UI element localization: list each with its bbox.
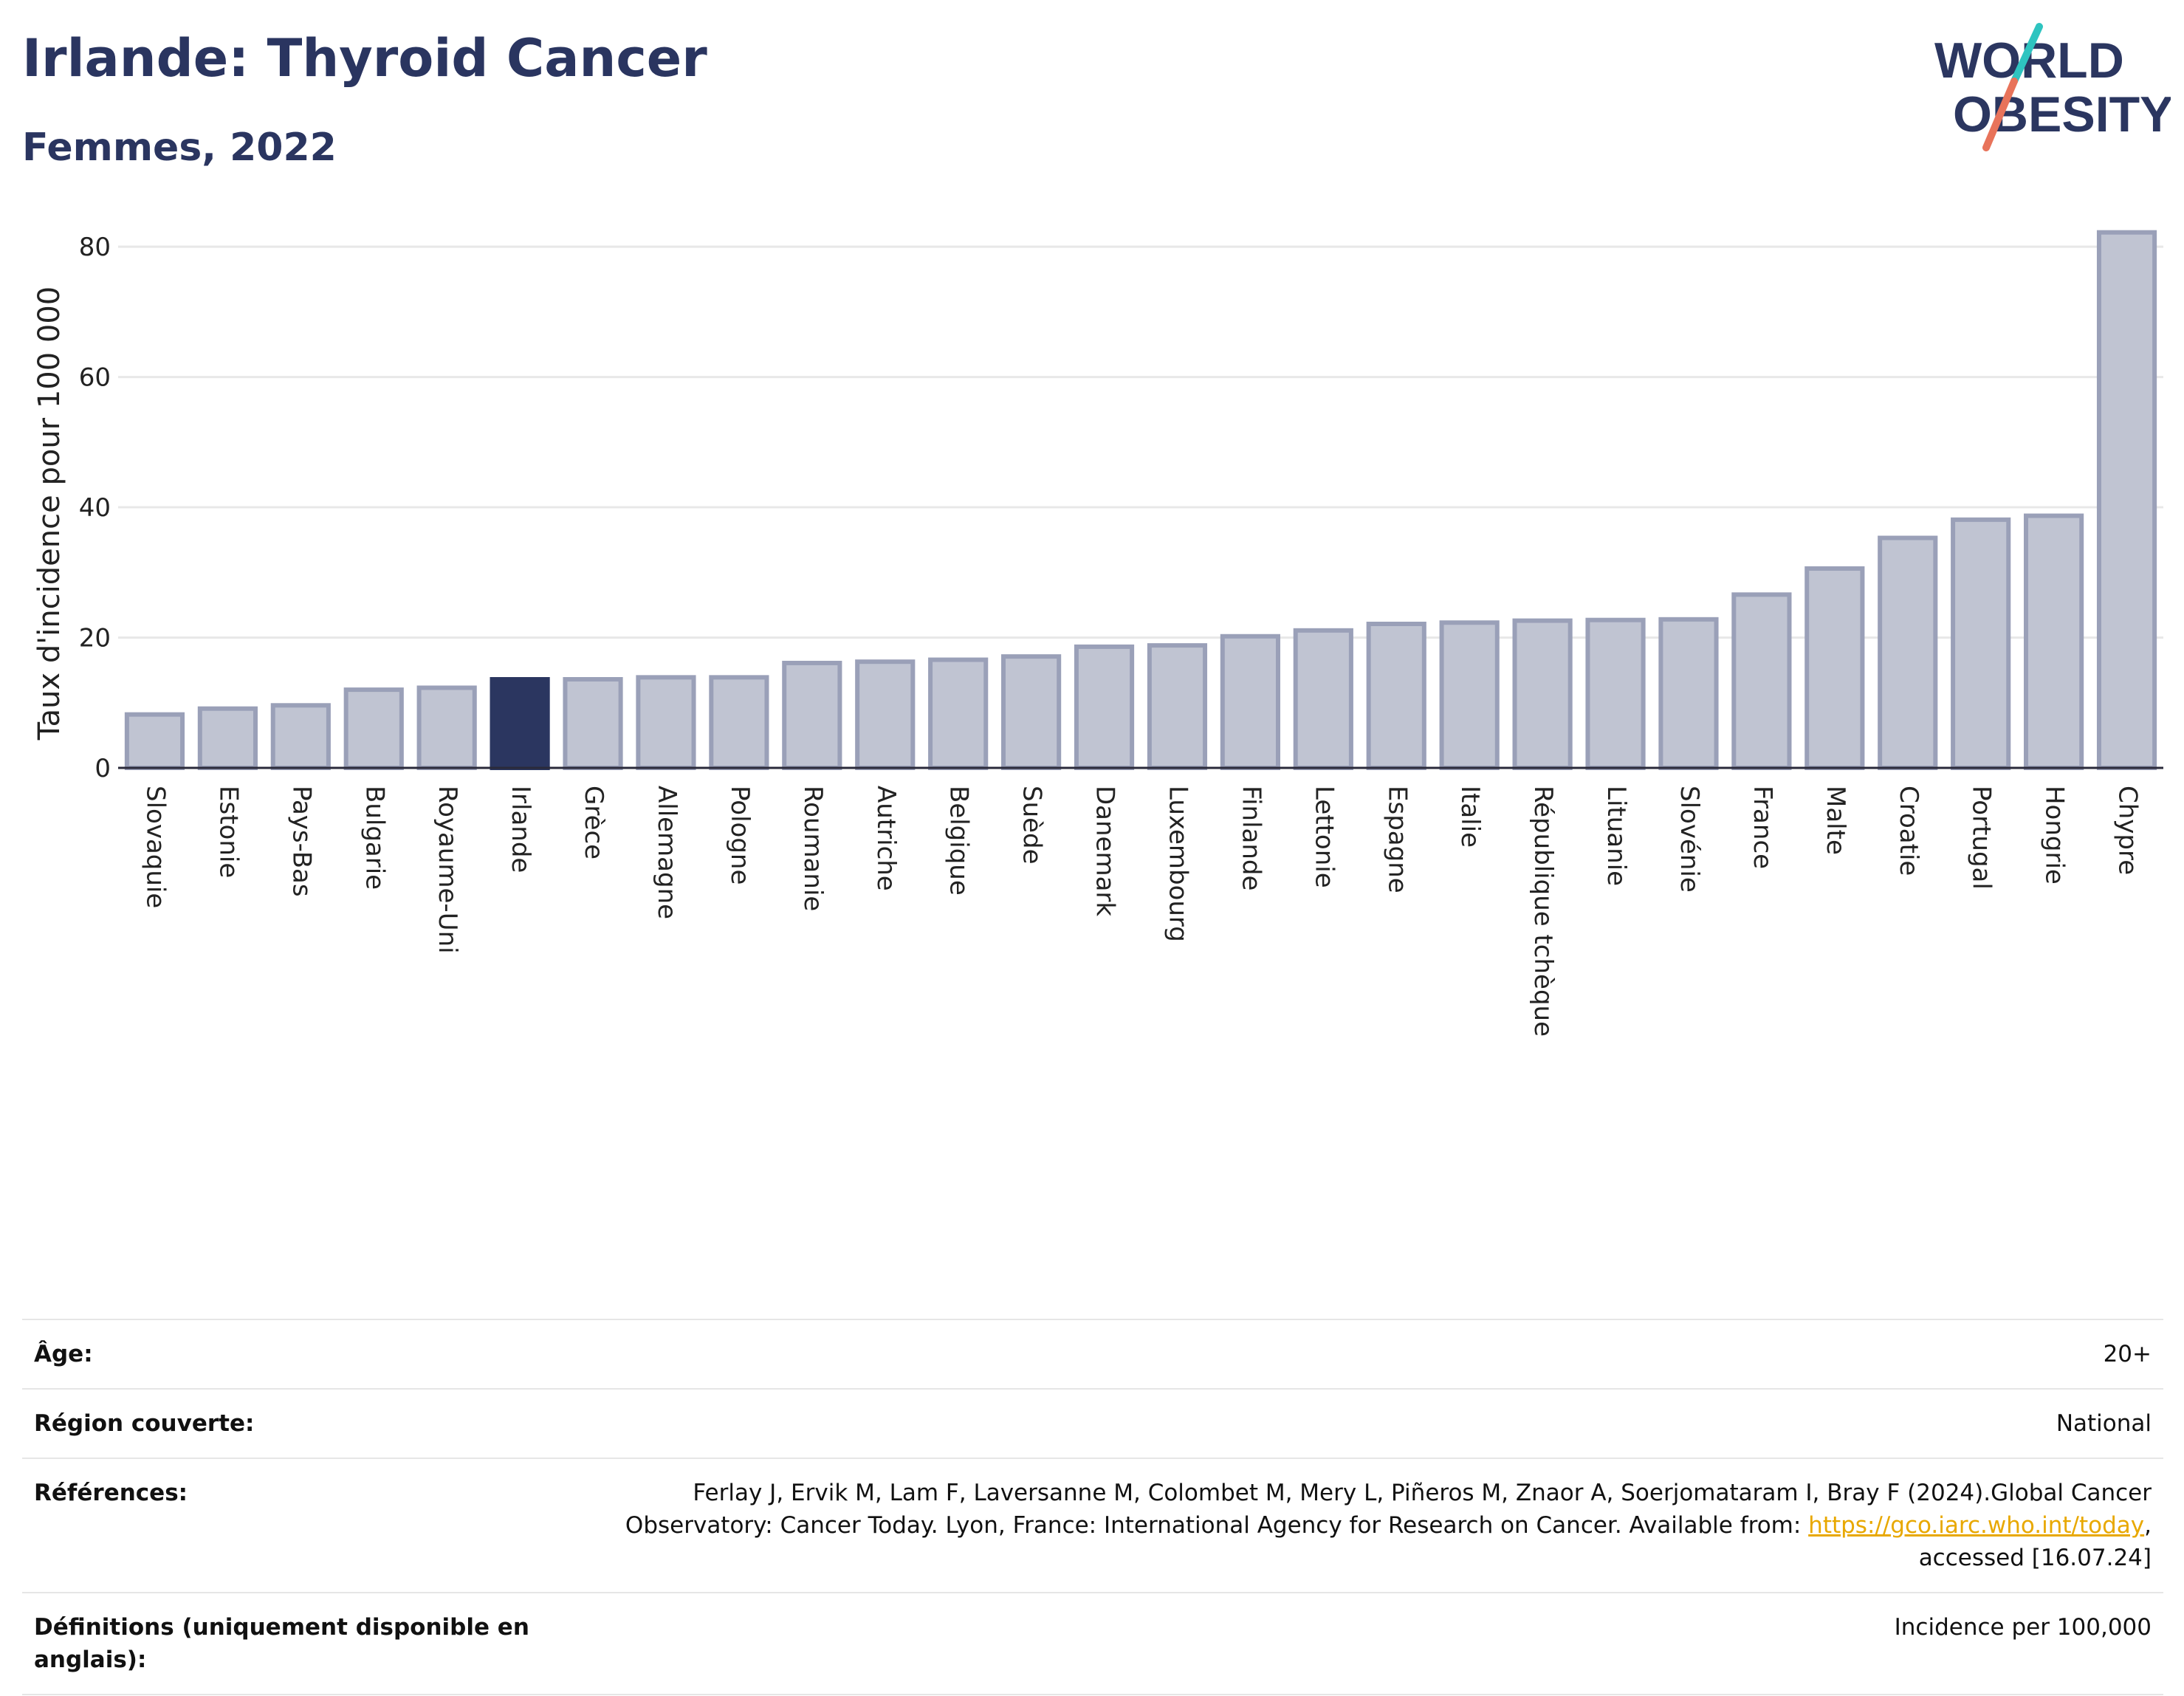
x-category-label: Belgique	[944, 786, 974, 896]
x-category-labels: Slovaquie Estonie Pays-Bas Bulgarie Royaume-…	[140, 786, 2142, 1037]
logo-slash-coral	[1982, 78, 2018, 151]
meta-value: National	[2056, 1410, 2152, 1437]
x-category-label: République tchèque	[1528, 786, 1558, 1037]
x-category-label: Royaume-Uni	[433, 786, 462, 954]
bar-chart: 0 20 40 60 80 Slovaquie Estonie Pays-Bas Bulgar…	[32, 230, 2163, 1037]
y-tick-label: 80	[79, 233, 111, 262]
bar	[1074, 644, 1135, 770]
bar	[490, 677, 550, 770]
meta-value: 20+	[2103, 1341, 2152, 1367]
metadata-table: Âge: 20+ Région couverte: National Référ…	[22, 1319, 2163, 1695]
bar	[1731, 592, 1792, 771]
y-tick-label: 60	[79, 363, 111, 393]
reference-link[interactable]: https://gco.iarc.who.int/today	[1808, 1512, 2145, 1539]
bar	[855, 659, 916, 770]
x-category-label: Lituanie	[1601, 786, 1631, 886]
bar	[343, 687, 404, 771]
bar	[636, 675, 696, 771]
bar	[928, 657, 989, 770]
bar	[197, 706, 258, 770]
x-category-label: Danemark	[1091, 786, 1120, 916]
x-category-label: Luxembourg	[1163, 786, 1192, 942]
x-category-label: Portugal	[1967, 786, 1996, 890]
meta-row-region: Région couverte: National	[22, 1390, 2163, 1459]
bar	[709, 675, 769, 771]
bar	[1147, 643, 1208, 771]
x-category-label: Lettonie	[1309, 786, 1339, 888]
y-axis-title: Taux d'incidence pour 100 000	[32, 286, 66, 741]
x-category-label: Roumanie	[798, 786, 828, 911]
x-category-label: Espagne	[1382, 786, 1412, 893]
bar	[124, 712, 185, 770]
x-category-label: Malte	[1821, 786, 1850, 855]
bar	[1293, 628, 1353, 771]
page-subtitle: Femmes, 2022	[22, 126, 337, 170]
bar	[1878, 535, 1938, 770]
y-tick-labels: 0 20 40 60 80	[79, 233, 111, 783]
meta-row-definitions: Définitions (uniquement disponible en an…	[22, 1593, 2163, 1695]
x-category-label: Allemagne	[652, 786, 681, 919]
y-tick-label: 40	[79, 493, 111, 523]
x-category-label: Pologne	[725, 786, 755, 885]
meta-row-age: Âge: 20+	[22, 1320, 2163, 1390]
x-category-label: Chypre	[2113, 786, 2143, 875]
x-category-label: Italie	[1455, 786, 1485, 848]
x-category-label: Suède	[1017, 786, 1047, 865]
bars	[124, 230, 2157, 771]
x-category-label: Croatie	[1894, 786, 1923, 876]
x-category-label: Grèce	[579, 786, 608, 859]
bar	[1951, 517, 2011, 771]
bar	[416, 685, 477, 770]
logo-slash-teal	[2010, 23, 2043, 85]
bar	[782, 660, 842, 770]
x-category-label: Finlande	[1236, 786, 1266, 890]
meta-row-references: Références: Ferlay J, Ervik M, Lam F, La…	[22, 1459, 2163, 1593]
meta-value: Ferlay J, Ervik M, Lam F, Laversanne M, …	[564, 1477, 2152, 1574]
bar	[1366, 622, 1426, 770]
bar	[1220, 634, 1280, 770]
bar	[1439, 620, 1500, 770]
reference-accessed: , accessed [16.07.24]	[1918, 1512, 2152, 1571]
meta-key: Âge:	[34, 1341, 93, 1367]
x-category-label: Slovénie	[1675, 786, 1704, 893]
x-category-label: Estonie	[213, 786, 243, 878]
x-category-label: Irlande	[506, 786, 535, 873]
meta-key: Région couverte:	[34, 1410, 255, 1437]
x-category-label: Autriche	[871, 786, 901, 891]
meta-key: Définitions (uniquement disponible en an…	[34, 1614, 529, 1673]
meta-value: Incidence per 100,000	[1894, 1614, 2152, 1641]
x-category-label: Hongrie	[2040, 786, 2070, 885]
x-category-label: Pays-Bas	[286, 786, 316, 897]
y-tick-label: 0	[95, 754, 111, 783]
x-category-label: Bulgarie	[360, 786, 389, 890]
bar	[1585, 617, 1646, 770]
reference-text: Ferlay J, Ervik M, Lam F, Laversanne M, …	[625, 1480, 2152, 1539]
world-obesity-logo: WORLD OBESITY	[1927, 22, 2174, 155]
x-category-label: Slovaquie	[140, 786, 170, 908]
bar	[1804, 566, 1865, 770]
x-category-label: France	[1748, 786, 1777, 869]
bar	[1512, 618, 1573, 771]
bar	[2024, 513, 2084, 770]
bar	[563, 677, 623, 770]
page-title: Irlande: Thyroid Cancer	[22, 28, 707, 89]
y-tick-label: 20	[79, 624, 111, 653]
bar	[1658, 617, 1719, 771]
meta-key: Références:	[34, 1480, 188, 1506]
bar	[1001, 654, 1062, 771]
bar	[2096, 230, 2157, 770]
bar	[270, 703, 331, 771]
